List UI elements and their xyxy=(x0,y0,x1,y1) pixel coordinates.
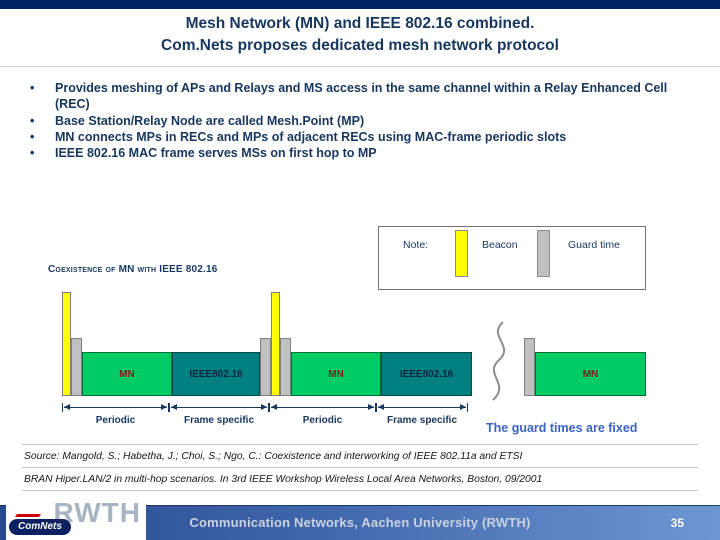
timeline-strip: MN IEEE802.16 MN IEEE802.16 MN xyxy=(62,292,646,401)
slide-title-line2: Com.Nets proposes dedicated mesh network… xyxy=(161,36,559,54)
guard-bar xyxy=(280,338,291,396)
beacon-bar xyxy=(62,292,71,396)
rwth-comnets-logo: RWTH ComNets xyxy=(6,497,146,540)
guard-time-label: Guard time xyxy=(568,239,620,251)
periodic-arrow xyxy=(269,403,376,412)
beacon-bar xyxy=(271,292,280,396)
mn-block: MN xyxy=(82,352,172,396)
legend-box: Note: Beacon Guard time xyxy=(378,226,646,290)
beacon-swatch xyxy=(455,230,468,277)
guard-times-note: The guard times are fixed xyxy=(486,421,638,435)
timeline-break xyxy=(472,306,524,401)
guard-bar xyxy=(524,338,535,396)
mn-block: MN xyxy=(291,352,381,396)
comnets-red-accent xyxy=(14,514,42,517)
comnets-logo: ComNets xyxy=(9,519,71,535)
guard-time-swatch xyxy=(537,230,550,277)
guard-bar xyxy=(71,338,82,396)
legend-note-label: Note: xyxy=(403,239,429,251)
guard-bar xyxy=(260,338,271,396)
source-line2: BRAN Hiper.LAN/2 in multi-hop scenarios.… xyxy=(22,467,698,491)
periodic-arrow xyxy=(62,403,169,412)
beacon-label: Beacon xyxy=(482,239,518,251)
frame-specific-label: Frame specific xyxy=(386,415,458,426)
bullet-marker: • xyxy=(30,146,35,160)
frame-specific-arrow xyxy=(169,403,269,412)
bullet-text: IEEE 802.16 MAC frame serves MSs on firs… xyxy=(55,146,377,160)
footer-title: Communication Networks, Aachen Universit… xyxy=(189,515,531,530)
bullet-list: • Provides meshing of APs and Relays and… xyxy=(30,80,692,161)
bullet-text: Base Station/Relay Node are called Mesh.… xyxy=(55,113,365,128)
bullet-text: MN connects MPs in RECs and MPs of adjac… xyxy=(55,129,567,144)
top-accent-bar xyxy=(0,0,720,9)
break-squiggle-icon xyxy=(492,321,506,401)
slide-title-line1: Mesh Network (MN) and IEEE 802.16 combin… xyxy=(185,15,535,32)
bullet-text: Provides meshing of APs and Relays and M… xyxy=(55,81,668,112)
bullet-item: • IEEE 802.16 MAC frame serves MSs on fi… xyxy=(30,145,692,161)
frame-specific-label: Frame specific xyxy=(183,415,255,426)
frame-specific-arrow xyxy=(376,403,468,412)
page-number: 35 xyxy=(670,516,684,530)
bullet-item: • Base Station/Relay Node are called Mes… xyxy=(30,113,692,129)
periodic-label: Periodic xyxy=(302,415,343,426)
bullet-marker: • xyxy=(30,81,35,95)
slide-title: Mesh Network (MN) and IEEE 802.16 combin… xyxy=(0,13,720,56)
source-line1: Source: Mangold, S.; Habetha, J.; Choi, … xyxy=(22,444,698,467)
title-divider xyxy=(0,66,720,67)
timeline-caption: Coexistence of MN with IEEE 802.16 xyxy=(48,264,218,275)
ieee-block: IEEE802.16 xyxy=(172,352,260,396)
bullet-marker: • xyxy=(30,129,35,144)
periodic-label: Periodic xyxy=(95,415,136,426)
bullet-marker: • xyxy=(30,113,35,128)
mn-block: MN xyxy=(535,352,646,396)
source-citation: Source: Mangold, S.; Habetha, J.; Choi, … xyxy=(22,444,698,491)
ieee-block: IEEE802.16 xyxy=(381,352,472,396)
bullet-item: • Provides meshing of APs and Relays and… xyxy=(30,80,692,113)
bullet-item: • MN connects MPs in RECs and MPs of adj… xyxy=(30,129,692,145)
